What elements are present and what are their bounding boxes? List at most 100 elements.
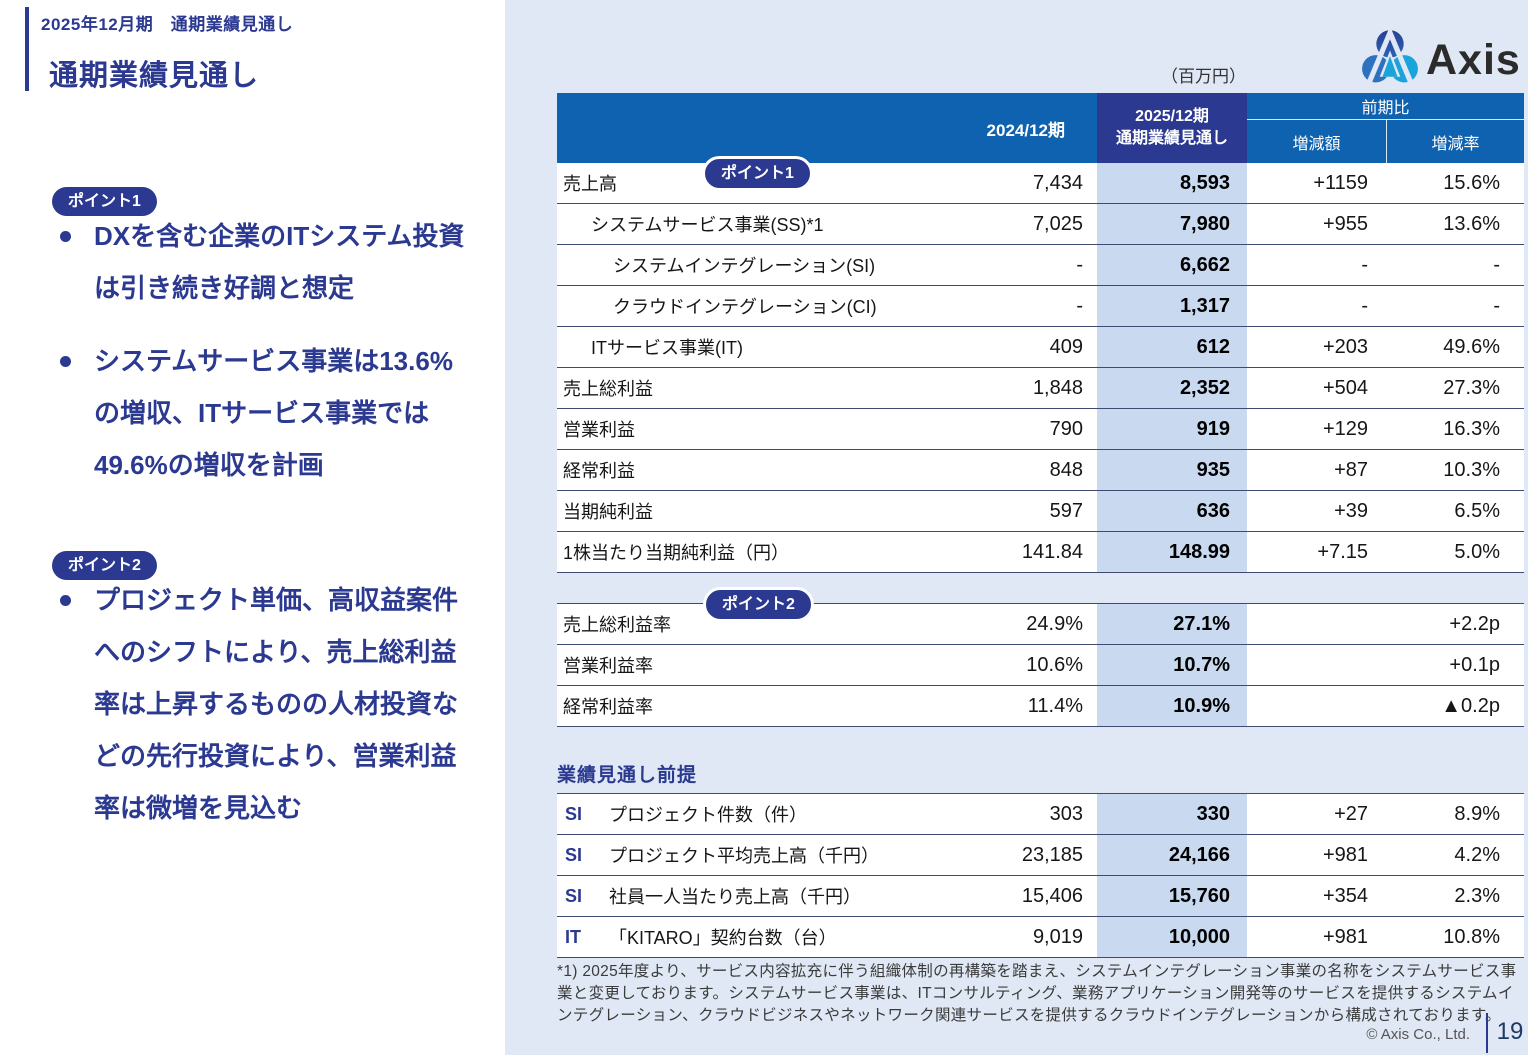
value-2025: 935 [1097, 450, 1247, 490]
value-2025: 27.1% [1097, 604, 1247, 644]
value-2025: 8,593 [1097, 163, 1247, 203]
value-rate: 10.8% [1443, 925, 1500, 948]
table-row: 営業利益 790 919 +129 16.3% [557, 409, 1524, 450]
value-2025: 636 [1097, 491, 1247, 531]
table-header: 2024/12期 2025/12期 通期業績見通し 前期比 増減額 増減率 [557, 93, 1524, 163]
row-label: 経常利益 [563, 461, 635, 481]
value-point-change: ▲0.2p [1441, 694, 1500, 717]
value-diff: +87 [1334, 458, 1368, 481]
value-diff: - [1361, 294, 1368, 317]
segment-prefix: IT [565, 926, 581, 947]
value-diff: +955 [1322, 212, 1368, 235]
value-diff: +27 [1334, 802, 1368, 825]
row-label: 「KITARO」契約台数（台） [609, 928, 837, 948]
value-2025: 10,000 [1097, 917, 1247, 957]
value-2024: - [1076, 294, 1083, 317]
value-diff: - [1361, 253, 1368, 276]
value-2025: 15,760 [1097, 876, 1247, 916]
table-row: システムサービス事業(SS)*1 7,025 7,980 +955 13.6% [557, 204, 1524, 245]
footer-divider [1486, 1013, 1488, 1053]
value-2024: 1,848 [1032, 376, 1083, 399]
value-2024: 409 [1049, 335, 1083, 358]
row-label: システムインテグレーション(SI) [613, 256, 876, 276]
value-point-change: +2.2p [1449, 612, 1500, 635]
value-rate: 13.6% [1443, 212, 1500, 235]
value-2024: 23,185 [1021, 843, 1083, 866]
value-rate: 16.3% [1443, 417, 1500, 440]
axis-logo-text: Axis [1426, 36, 1521, 84]
table-row: システムインテグレーション(SI) - 6,662 - - [557, 245, 1524, 286]
assumptions-title: 業績見通し前提 [557, 765, 698, 786]
value-2025: 1,317 [1097, 286, 1247, 326]
value-diff: +981 [1322, 925, 1368, 948]
row-label: 売上総利益率 [563, 615, 671, 635]
row-label: 売上高 [563, 174, 617, 194]
column-header-2025: 2025/12期 通期業績見通し [1097, 93, 1247, 163]
value-rate: 15.6% [1443, 171, 1500, 194]
value-diff: +7.15 [1317, 540, 1368, 563]
column-header-rate: 増減率 [1386, 120, 1524, 163]
value-rate: 27.3% [1443, 376, 1500, 399]
table-row: 経常利益 848 935 +87 10.3% [557, 450, 1524, 491]
value-2024: 597 [1049, 499, 1083, 522]
column-header-diff: 増減額 [1292, 135, 1341, 153]
value-2025: 148.99 [1097, 532, 1247, 572]
point2-badge: ポイント2 [52, 551, 157, 581]
copyright: © Axis Co., Ltd. [1366, 1026, 1470, 1043]
row-label: プロジェクト件数（件） [609, 805, 807, 825]
value-diff: +504 [1322, 376, 1368, 399]
value-2024: 24.9% [1026, 612, 1083, 635]
axis-logo-icon [1360, 26, 1420, 93]
value-2024: 141.84 [1021, 540, 1083, 563]
segment-prefix: SI [565, 803, 583, 824]
table-row: 1株当たり当期純利益（円） 141.84 148.99 +7.15 5.0% [557, 532, 1524, 573]
value-point-change: +0.1p [1449, 653, 1500, 676]
column-header-yoy: 前期比 増減額 増減率 [1247, 93, 1524, 163]
table-row: クラウドインテグレーション(CI) - 1,317 - - [557, 286, 1524, 327]
table-row: ITサービス事業(IT) 409 612 +203 49.6% [557, 327, 1524, 368]
table-row: 売上総利益 1,848 2,352 +504 27.3% [557, 368, 1524, 409]
bullet-text: プロジェクト単価、高収益案件へのシフトにより、売上総利益率は上昇するものの人材投… [94, 585, 459, 823]
value-diff: +39 [1334, 499, 1368, 522]
row-label: クラウドインテグレーション(CI) [613, 297, 877, 317]
margin-ratio-table: 売上総利益率 24.9% 27.1% +2.2p 営業利益率 10.6% 10.7%… [557, 603, 1524, 727]
value-2024: 7,434 [1032, 171, 1083, 194]
value-rate: 4.2% [1454, 843, 1500, 866]
page-title: 通期業績見通し [49, 60, 260, 92]
bullet-icon [60, 231, 71, 242]
table-row: 売上総利益率 24.9% 27.1% +2.2p [557, 604, 1524, 645]
segment-prefix: SI [565, 844, 583, 865]
table-row: SI プロジェクト件数（件） 303 330 +27 8.9% [557, 794, 1524, 835]
value-2025: 7,980 [1097, 204, 1247, 244]
footnote-line: 業と変更しております。システムサービス事業は、ITコンサルティング、業務アプリケ… [557, 985, 1514, 1002]
column-header-2024: 2024/12期 [557, 93, 1097, 163]
row-label: ITサービス事業(IT) [591, 338, 743, 358]
value-2025: 24,166 [1097, 835, 1247, 875]
column-header-2025-line2: 通期業績見通し [1115, 130, 1228, 147]
yoy-label: 前期比 [1247, 93, 1524, 120]
value-2025: 919 [1097, 409, 1247, 449]
table-row: 営業利益率 10.6% 10.7% +0.1p [557, 645, 1524, 686]
table-row: SI プロジェクト平均売上高（千円） 23,185 24,166 +981 4.2% [557, 835, 1524, 876]
value-2025: 612 [1097, 327, 1247, 367]
table-row: 当期純利益 597 636 +39 6.5% [557, 491, 1524, 532]
value-diff: +981 [1322, 843, 1368, 866]
column-header-2025-line1: 2025/12期 [1135, 107, 1209, 125]
list-item: システムサービス事業は13.6%の増収、ITサービス事業では49.6%の増収を計… [52, 335, 492, 491]
value-rate: 8.9% [1454, 802, 1500, 825]
value-2025: 330 [1097, 794, 1247, 834]
bullet-icon [60, 595, 71, 606]
value-2024: 7,025 [1032, 212, 1083, 235]
row-label: 社員一人当たり売上高（千円） [609, 887, 861, 907]
row-label: 営業利益 [563, 420, 635, 440]
value-rate: 49.6% [1443, 335, 1500, 358]
table-row: SI 社員一人当たり売上高（千円） 15,406 15,760 +354 2.3% [557, 876, 1524, 917]
value-2024: 11.4% [1027, 694, 1083, 717]
axis-logo: Axis [1360, 26, 1521, 93]
value-rate: 2.3% [1454, 884, 1500, 907]
value-rate: - [1493, 294, 1500, 317]
point1-table-badge: ポイント1 [702, 156, 813, 192]
list-item: プロジェクト単価、高収益案件へのシフトにより、売上総利益率は上昇するものの人材投… [52, 574, 492, 834]
value-2024: 303 [1049, 802, 1083, 825]
value-diff: +129 [1322, 417, 1368, 440]
